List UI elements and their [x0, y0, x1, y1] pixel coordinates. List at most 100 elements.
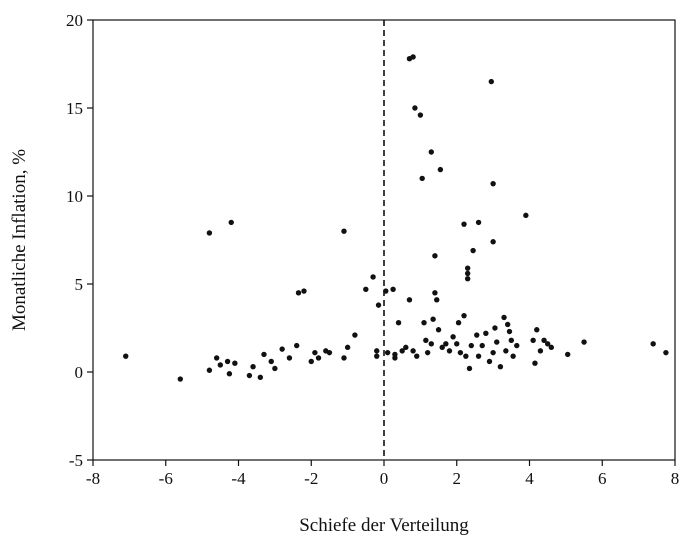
- data-point: [384, 349, 391, 356]
- data-point: [663, 349, 669, 356]
- y-tick-label: 15: [66, 99, 83, 118]
- data-point: [352, 332, 358, 338]
- data-point: [206, 367, 213, 373]
- data-point: [464, 276, 471, 282]
- data-point: [564, 351, 571, 358]
- data-point: [474, 332, 480, 338]
- data-point: [532, 360, 538, 366]
- data-point: [315, 355, 322, 361]
- data-point: [272, 365, 278, 372]
- data-point: [295, 290, 302, 296]
- data-point: [312, 349, 318, 356]
- data-point: [301, 288, 307, 294]
- data-point: [224, 358, 231, 365]
- x-axis: -8 -6 -4 -2 0 2 4 6 8: [86, 460, 679, 488]
- data-point: [432, 290, 438, 296]
- x-tick-label: 8: [671, 469, 680, 488]
- data-point: [454, 341, 460, 347]
- data-point: [406, 297, 413, 303]
- data-point: [483, 330, 489, 336]
- y-axis: -5 0 5 10 15 20: [66, 11, 93, 470]
- x-tick-label: 0: [380, 469, 389, 488]
- data-point: [414, 353, 420, 359]
- data-point: [410, 348, 416, 354]
- data-point: [506, 328, 513, 335]
- data-point: [341, 355, 347, 361]
- data-point: [261, 351, 267, 358]
- y-axis-title: Monatliche Inflation, %: [9, 149, 30, 331]
- data-point: [428, 341, 434, 347]
- data-point: [463, 353, 469, 359]
- data-point: [581, 339, 587, 345]
- data-point: [548, 344, 555, 351]
- y-tick-label: 20: [66, 11, 83, 30]
- data-point: [419, 175, 425, 182]
- data-point: [490, 239, 496, 245]
- y-tick-label: -5: [69, 451, 83, 470]
- data-point: [439, 344, 445, 351]
- x-tick-label: 4: [525, 469, 534, 488]
- data-point: [279, 346, 285, 352]
- data-point: [503, 348, 509, 354]
- data-point: [443, 341, 449, 347]
- x-tick-label: 2: [453, 469, 462, 488]
- data-point: [177, 376, 183, 382]
- data-point: [492, 325, 498, 331]
- data-point: [341, 228, 347, 234]
- data-point: [403, 344, 409, 351]
- data-point: [374, 348, 380, 354]
- y-tick-label: 5: [75, 275, 84, 294]
- data-point: [494, 339, 500, 345]
- x-tick-label: -2: [304, 469, 318, 488]
- data-point: [434, 297, 440, 303]
- data-point: [217, 362, 224, 368]
- data-point: [412, 105, 418, 111]
- x-axis-title: Schiefe der Verteilung: [299, 515, 469, 536]
- data-point: [294, 342, 300, 349]
- data-point: [468, 342, 474, 349]
- x-tick-label: -6: [159, 469, 173, 488]
- data-point: [390, 286, 396, 292]
- data-point: [650, 341, 656, 347]
- data-point: [430, 316, 436, 322]
- data-point: [466, 365, 473, 372]
- data-point: [437, 166, 444, 173]
- data-point: [497, 364, 504, 370]
- data-point: [268, 358, 274, 365]
- data-point: [383, 288, 389, 294]
- data-point: [464, 270, 471, 277]
- data-point: [423, 337, 429, 344]
- data-point: [455, 320, 462, 326]
- x-tick-label: -4: [231, 469, 246, 488]
- data-point: [344, 344, 351, 351]
- data-point: [286, 355, 293, 361]
- data-point: [504, 321, 511, 328]
- data-point: [417, 112, 424, 118]
- data-point: [395, 320, 402, 326]
- data-point: [424, 349, 431, 356]
- y-tick-label: 0: [75, 363, 84, 382]
- data-point: [508, 337, 515, 344]
- data-point: [488, 78, 495, 85]
- data-point: [541, 337, 547, 344]
- data-point: [479, 342, 485, 349]
- x-tick-label: -8: [86, 469, 100, 488]
- data-point: [490, 180, 496, 187]
- y-tick-label: 10: [66, 187, 83, 206]
- data-point: [435, 327, 442, 333]
- data-point: [464, 265, 471, 271]
- data-point: [475, 353, 482, 359]
- data-point: [537, 348, 544, 354]
- data-point: [501, 314, 507, 321]
- data-point: [421, 320, 427, 326]
- data-point: [399, 348, 405, 354]
- data-point: [363, 286, 369, 292]
- x-tick-label: 6: [598, 469, 607, 488]
- data-points: [123, 54, 669, 382]
- data-point: [534, 327, 540, 333]
- data-point: [432, 253, 438, 259]
- data-point: [226, 371, 233, 377]
- data-point: [257, 374, 264, 380]
- data-point: [250, 364, 256, 370]
